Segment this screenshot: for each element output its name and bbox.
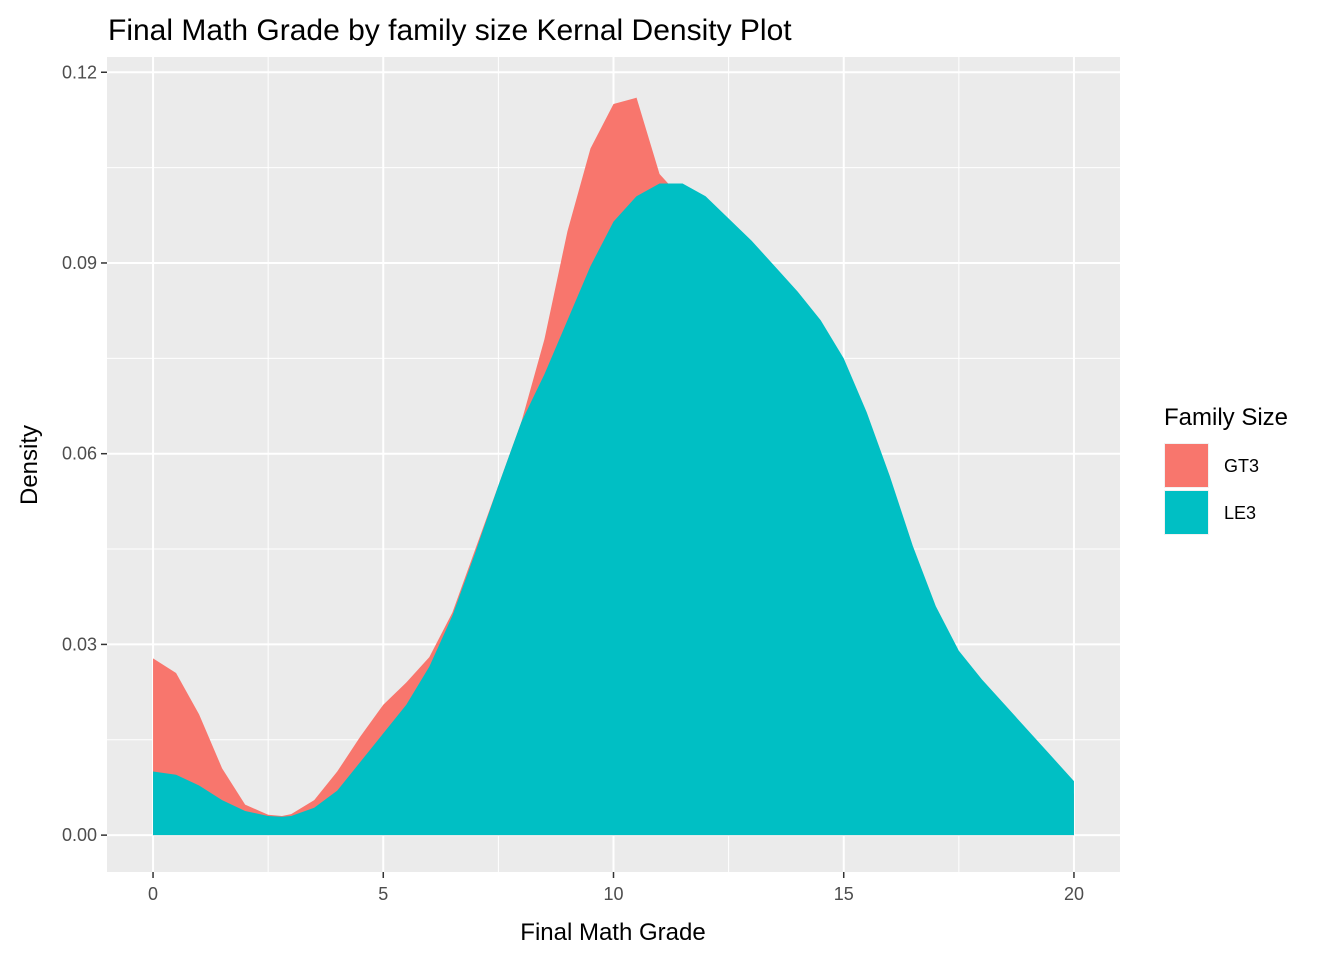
- y-tick-label: 0.03: [62, 634, 97, 654]
- legend-label-gt3: GT3: [1224, 456, 1259, 476]
- y-tick-label: 0.12: [62, 62, 97, 82]
- x-tick-label: 15: [834, 884, 854, 904]
- x-tick-label: 0: [148, 884, 158, 904]
- legend-swatch-gt3: [1165, 444, 1208, 487]
- density-area-le3: [153, 183, 1074, 836]
- legend-items: GT3 LE3: [1164, 443, 1259, 535]
- x-axis-ticks: 0 5 10 15 20: [148, 872, 1084, 904]
- x-axis-title: Final Math Grade: [520, 919, 705, 946]
- y-tick-label: 0.00: [62, 825, 97, 845]
- chart-title: Final Math Grade by family size Kernal D…: [108, 14, 792, 47]
- y-axis-title: Density: [16, 425, 43, 505]
- legend: Family Size GT3 LE3: [1164, 404, 1288, 535]
- y-axis-ticks: 0.00 0.03 0.06 0.09 0.12: [62, 62, 107, 845]
- y-tick-label: 0.06: [62, 444, 97, 464]
- x-tick-label: 20: [1064, 884, 1084, 904]
- legend-swatch-le3: [1165, 491, 1208, 534]
- density-areas: [153, 97, 1074, 836]
- legend-label-le3: LE3: [1224, 503, 1256, 523]
- x-tick-label: 10: [603, 884, 623, 904]
- x-tick-label: 5: [378, 884, 388, 904]
- legend-title: Family Size: [1164, 404, 1288, 431]
- y-tick-label: 0.09: [62, 253, 97, 273]
